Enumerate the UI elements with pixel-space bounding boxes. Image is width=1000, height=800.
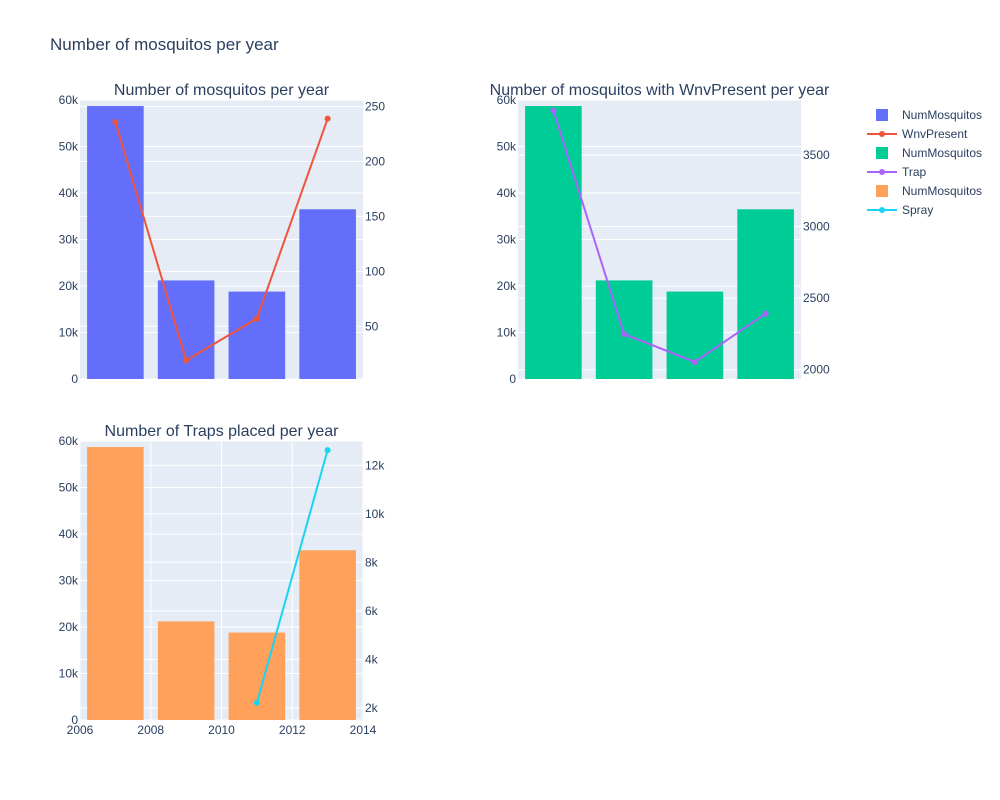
y-tick-label: 10k [59, 326, 79, 340]
y-tick-label: 10k [59, 667, 79, 681]
y-tick-label: 30k [59, 574, 79, 588]
y2-tick-label: 8k [365, 555, 379, 569]
legend-swatch [876, 147, 888, 159]
y-tick-label: 10k [497, 326, 517, 340]
legend-swatch [876, 185, 888, 197]
series-line [552, 110, 767, 364]
y2-tick-label: 6k [365, 604, 379, 618]
x-tick-label: 2010 [208, 723, 235, 737]
y2-tick-label: 4k [365, 652, 379, 666]
legend-marker [879, 207, 885, 213]
y-tick-label: 20k [497, 279, 517, 293]
bar[interactable] [737, 209, 794, 379]
y-tick-label: 40k [497, 186, 517, 200]
y-tick-label: 40k [59, 186, 79, 200]
bar[interactable] [157, 621, 215, 720]
x-tick-label: 2006 [67, 723, 94, 737]
bar[interactable] [666, 291, 724, 379]
line-point[interactable] [253, 315, 260, 322]
y2-tick-label: 3500 [803, 148, 830, 162]
line-point[interactable] [762, 310, 769, 317]
legend-item[interactable]: NumMosquitos [876, 184, 982, 198]
y2-tick-label: 50 [365, 319, 379, 333]
y-tick-label: 50k [59, 481, 79, 495]
y2-tick-label: 12k [365, 458, 385, 472]
y2-tick-label: 3000 [803, 220, 830, 234]
bar[interactable] [299, 209, 356, 379]
y-tick-label: 60k [59, 93, 79, 107]
line-point[interactable] [324, 115, 331, 122]
legend-label: WnvPresent [902, 127, 968, 141]
y2-tick-label: 150 [365, 209, 385, 223]
bar[interactable] [87, 447, 144, 720]
y-tick-label: 60k [59, 434, 79, 448]
legend-item[interactable]: NumMosquitos [876, 146, 982, 160]
line-point[interactable] [621, 331, 628, 338]
y2-tick-label: 2k [365, 701, 379, 715]
x-tick-label: 2012 [279, 723, 306, 737]
y-tick-label: 30k [59, 233, 79, 247]
legend-label: NumMosquitos [902, 184, 982, 198]
y2-tick-label: 100 [365, 264, 385, 278]
subplot-1: 0 10k 20k 30k 40k 50k 60k 50 100 150 200 250 Number … [59, 82, 386, 386]
y-tick-label: 60k [497, 93, 517, 107]
y-tick-label: 50k [497, 140, 517, 154]
y-tick-label: 20k [59, 279, 79, 293]
bar[interactable] [228, 291, 286, 379]
legend-item[interactable]: Spray [867, 203, 933, 217]
series-line [255, 449, 329, 704]
y2-tick-label: 250 [365, 100, 385, 114]
y2-tick-label: 200 [365, 155, 385, 169]
legend-label: NumMosquitos [902, 108, 982, 122]
subplot-title: Number of mosquitos with WnvPresent per … [490, 82, 830, 99]
series-line [114, 118, 329, 362]
bar[interactable] [299, 550, 356, 720]
y-tick-label: 50k [59, 140, 79, 154]
subplot-2: 0 10k 20k 30k 40k 50k 60k 2000 2500 3000 3500 Numbe… [490, 82, 830, 386]
legend-marker [879, 169, 885, 175]
legend-item[interactable]: NumMosquitos [876, 108, 982, 122]
y-tick-label: 20k [59, 620, 79, 634]
y2-tick-label: 10k [365, 507, 385, 521]
y2-tick-label: 2500 [803, 291, 830, 305]
bar[interactable] [228, 632, 286, 720]
y-tick-label: 0 [509, 372, 516, 386]
line-point[interactable] [691, 358, 698, 365]
y-tick-label: 40k [59, 527, 79, 541]
legend-item[interactable]: WnvPresent [867, 127, 968, 141]
x-tick-label: 2008 [137, 723, 164, 737]
y-tick-label: 0 [71, 372, 78, 386]
legend-item[interactable]: Trap [867, 165, 927, 179]
legend-label: NumMosquitos [902, 146, 982, 160]
y2-tick-label: 2000 [803, 363, 830, 377]
y-tick-label: 0 [71, 713, 78, 727]
subplot-title: Number of mosquitos per year [114, 82, 330, 99]
legend-label: Spray [902, 203, 933, 217]
bar[interactable] [87, 106, 144, 380]
line-point[interactable] [253, 699, 260, 706]
bar[interactable] [525, 106, 582, 380]
x-tick-label: 2014 [350, 723, 377, 737]
line-point[interactable] [550, 107, 557, 114]
legend-swatch [876, 109, 888, 121]
subplot-panels: 0 10k 20k 30k 40k 50k 60k 50 100 150 200 250 Number … [59, 82, 830, 737]
line-point[interactable] [112, 118, 119, 125]
line-point[interactable] [183, 357, 190, 364]
legend[interactable]: NumMosquitos WnvPresent NumMosquitos Trap Nu… [867, 108, 982, 217]
figure-title: Number of mosquitos per year [50, 35, 279, 54]
line-point[interactable] [324, 447, 331, 454]
y-tick-label: 30k [497, 233, 517, 247]
subplot-title: Number of Traps placed per year [105, 423, 340, 440]
legend-label: Trap [902, 165, 927, 179]
bar[interactable] [595, 280, 653, 379]
legend-marker [879, 131, 885, 137]
subplot-3: 0 10k 20k 30k 40k 50k 60k 2k 4k 6k 8k 10k 12k 2006 200… [59, 423, 386, 737]
